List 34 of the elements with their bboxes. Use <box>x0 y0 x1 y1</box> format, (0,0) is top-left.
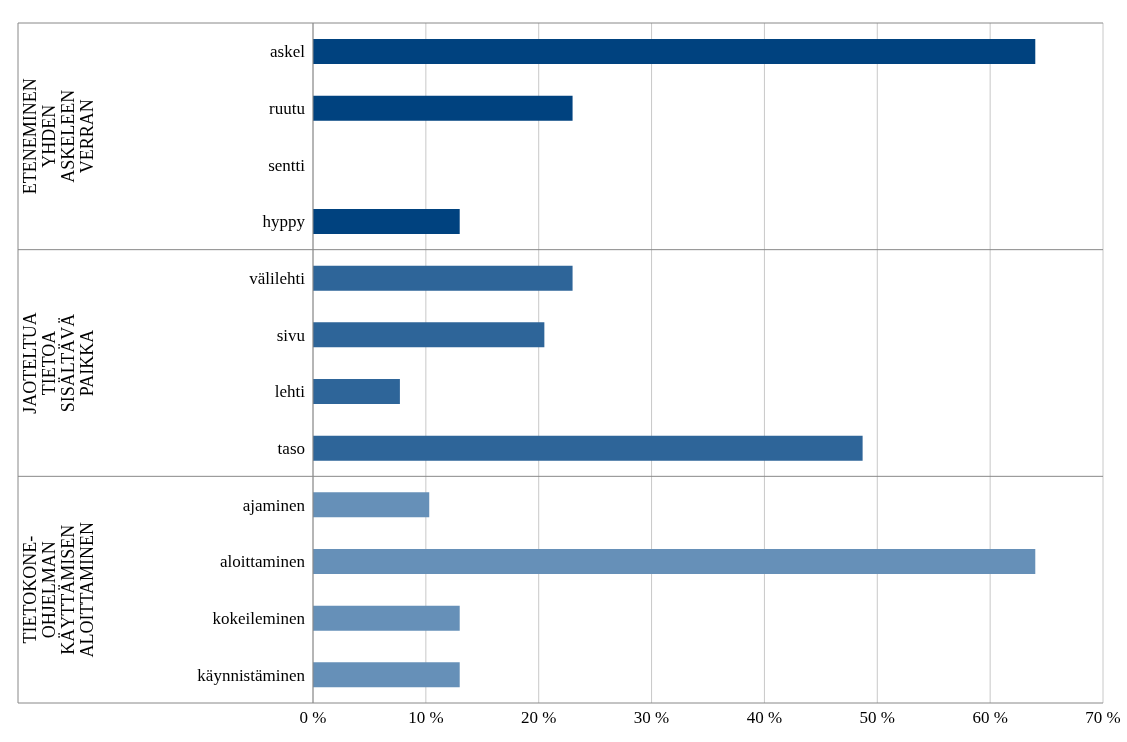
x-tick-label: 70 % <box>1085 708 1121 728</box>
x-tick-label: 40 % <box>746 708 783 728</box>
x-tick-label: 20 % <box>521 708 557 728</box>
text: JAOTELTUA TIETOA SISÄLTÄVÄ PAIKKA <box>19 312 97 414</box>
y-tick-label: välilehti <box>249 269 306 289</box>
bar <box>313 435 863 461</box>
bar <box>313 265 573 291</box>
y-tick-label: hyppy <box>262 212 306 232</box>
y-tick-label: ruutu <box>269 99 306 119</box>
bar <box>313 209 460 234</box>
bar <box>313 605 460 631</box>
bar <box>313 322 545 348</box>
text: ETENEMINEN YHDEN ASKELEEN VERRAN <box>19 78 97 195</box>
text: TIETOKONE-OHJELMAN KÄYTTÄMISEN ALOITTAMINEN <box>19 521 97 658</box>
x-tick-label: 30 % <box>633 708 670 728</box>
bar <box>313 662 460 688</box>
y-tick-label: askel <box>270 42 306 62</box>
bar <box>313 39 1036 64</box>
bar <box>313 549 1036 574</box>
y-tick-label: lehti <box>274 382 306 402</box>
y-tick-label: ajaminen <box>242 495 306 515</box>
y-tick-label: aloittaminen <box>220 552 306 572</box>
x-tick-label: 0 % <box>299 708 327 728</box>
y-tick-label: sivu <box>276 325 306 345</box>
y-tick-label: käynnistäminen <box>197 665 306 685</box>
x-tick-label: 10 % <box>408 708 444 728</box>
bar <box>313 95 573 121</box>
x-tick-label: 60 % <box>972 708 1008 728</box>
y-tick-label: kokeileminen <box>212 609 306 629</box>
x-tick-label: 50 % <box>859 708 895 728</box>
bar <box>313 492 430 518</box>
bar <box>313 379 400 404</box>
y-tick-label: taso <box>277 439 305 459</box>
y-tick-label: sentti <box>268 155 306 175</box>
